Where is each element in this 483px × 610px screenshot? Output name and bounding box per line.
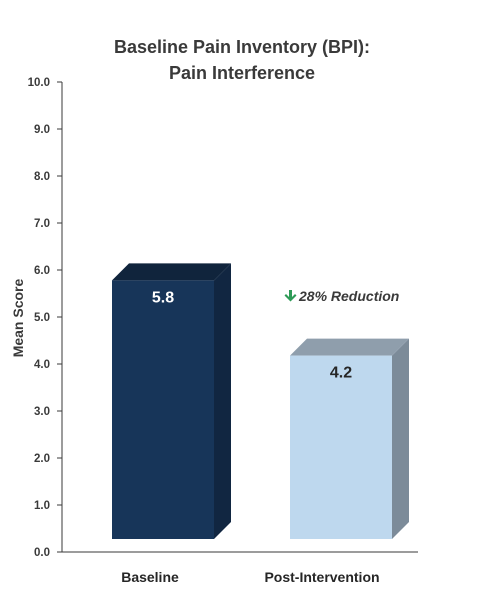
y-tick-label: 1.0 — [34, 500, 50, 512]
bar-front-face — [290, 355, 392, 539]
y-tick-label: 0.0 — [34, 547, 50, 559]
bar-post-intervention: 4.2 — [290, 338, 409, 539]
y-tick-label: 7.0 — [34, 218, 50, 230]
data-label: 4.2 — [330, 365, 352, 382]
bars: 5.8 4.2 — [112, 263, 409, 539]
bar-side-face — [214, 263, 231, 539]
x-tick-label: Post-Intervention — [264, 569, 379, 585]
y-tick-labels: 0.0 1.0 2.0 3.0 4.0 5.0 6.0 7.0 8.0 9.0 10.0 — [28, 77, 50, 559]
y-tick-label: 5.0 — [34, 312, 50, 324]
y-tick-label: 8.0 — [34, 171, 50, 183]
y-axis-label: Mean Score — [10, 278, 26, 357]
bar-baseline: 5.8 — [112, 263, 231, 539]
bar-top-face — [112, 263, 231, 281]
data-label: 5.8 — [152, 289, 174, 306]
category-labels: Baseline Post-Intervention — [121, 569, 379, 585]
bar-top-face — [290, 338, 409, 356]
x-tick-label: Baseline — [121, 569, 179, 585]
chart-title-line-1: Baseline Pain Inventory (BPI): — [114, 37, 370, 57]
reduction-annotation-text: 28% Reduction — [298, 288, 399, 304]
down-arrow-icon — [284, 290, 297, 302]
reduction-annotation: 28% Reduction — [284, 288, 399, 304]
y-tick-label: 2.0 — [34, 453, 50, 465]
y-tick-label: 9.0 — [34, 124, 50, 136]
axes — [57, 81, 418, 553]
bar-front-face — [112, 280, 214, 539]
y-tick-label: 4.0 — [34, 359, 50, 371]
y-tick-label: 6.0 — [34, 265, 50, 277]
y-tick-label: 10.0 — [28, 77, 50, 89]
y-tick-label: 3.0 — [34, 406, 50, 418]
bar-side-face — [392, 338, 409, 539]
chart-title-line-2: Pain Interference — [169, 63, 315, 83]
